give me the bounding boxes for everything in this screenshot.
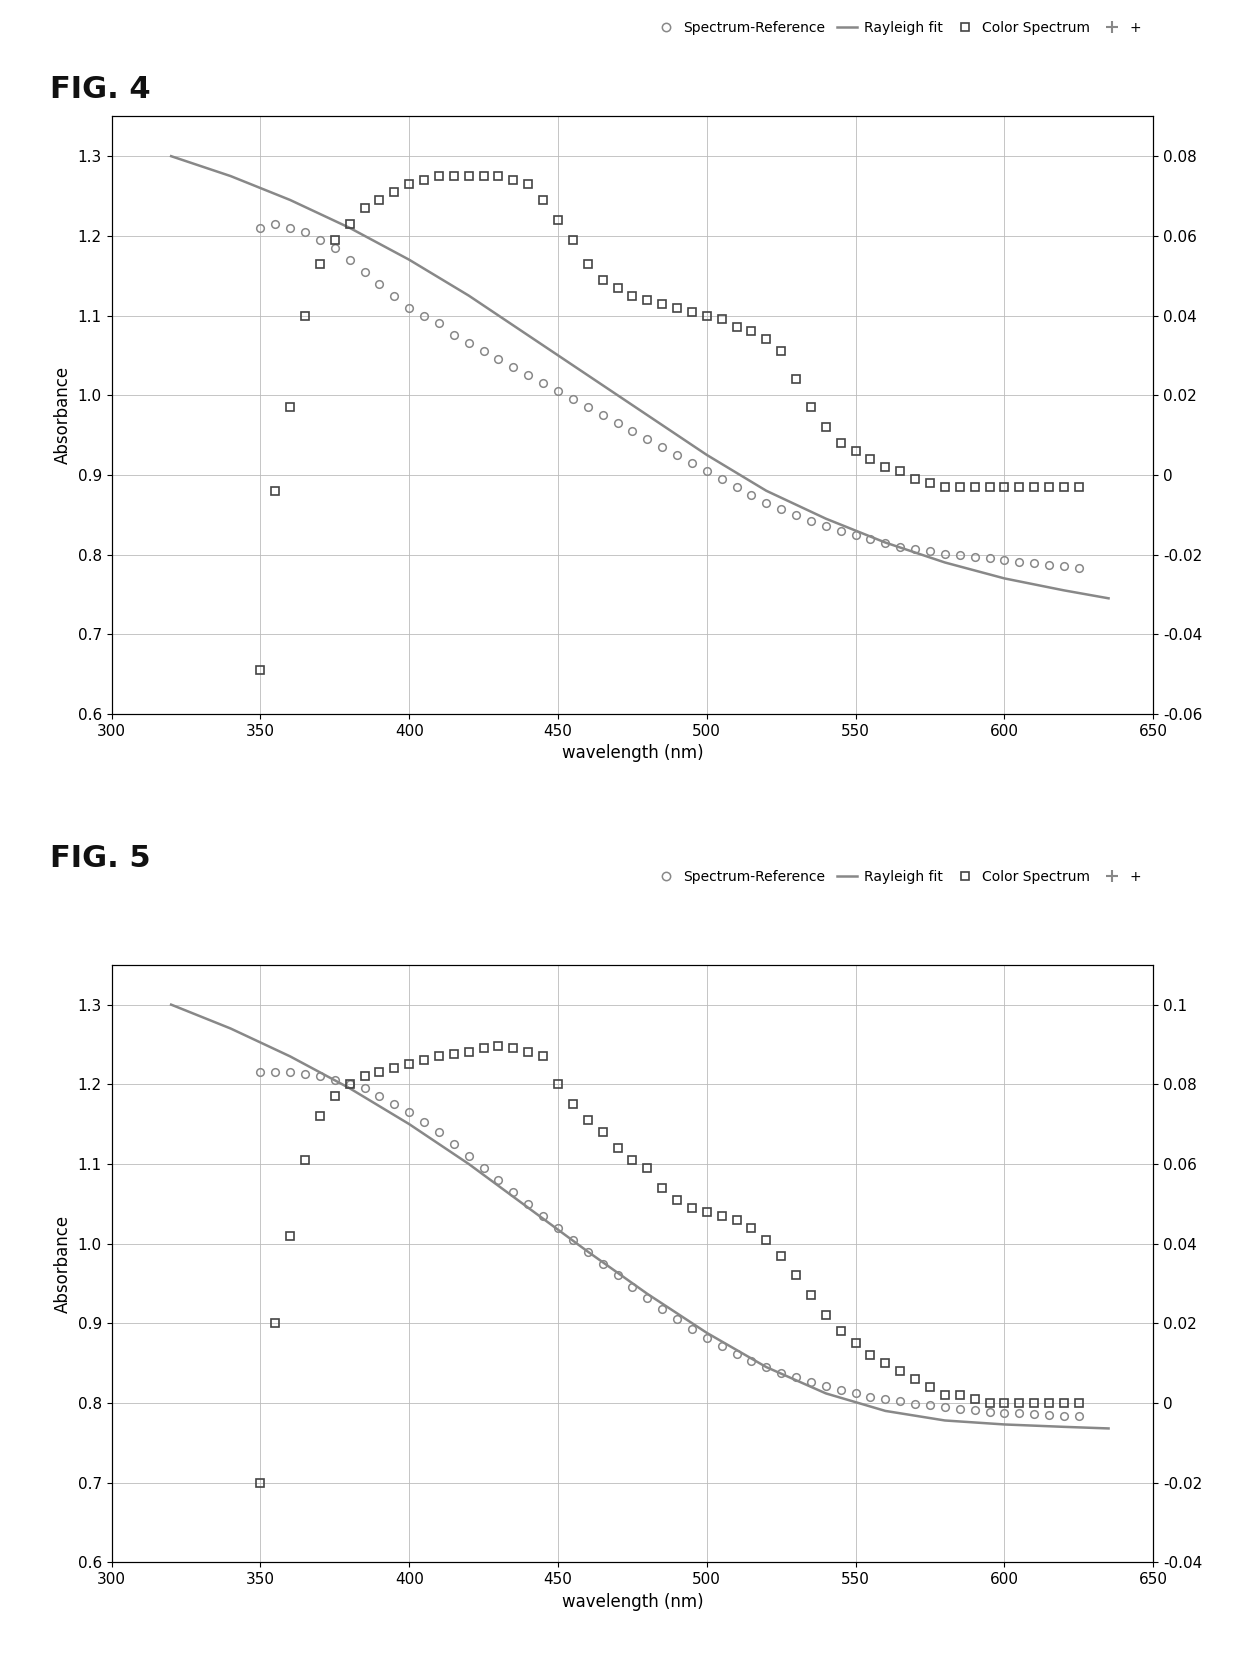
Y-axis label: Absorbance: Absorbance [55, 1215, 72, 1313]
Text: FIG. 5: FIG. 5 [50, 844, 150, 873]
Legend: Spectrum-Reference, Rayleigh fit, Color Spectrum, +: Spectrum-Reference, Rayleigh fit, Color … [650, 864, 1146, 889]
Y-axis label: Absorbance: Absorbance [55, 366, 72, 464]
Legend: Spectrum-Reference, Rayleigh fit, Color Spectrum, +: Spectrum-Reference, Rayleigh fit, Color … [650, 15, 1146, 42]
Text: FIG. 4: FIG. 4 [50, 75, 150, 103]
X-axis label: wavelength (nm): wavelength (nm) [562, 745, 703, 763]
X-axis label: wavelength (nm): wavelength (nm) [562, 1592, 703, 1610]
